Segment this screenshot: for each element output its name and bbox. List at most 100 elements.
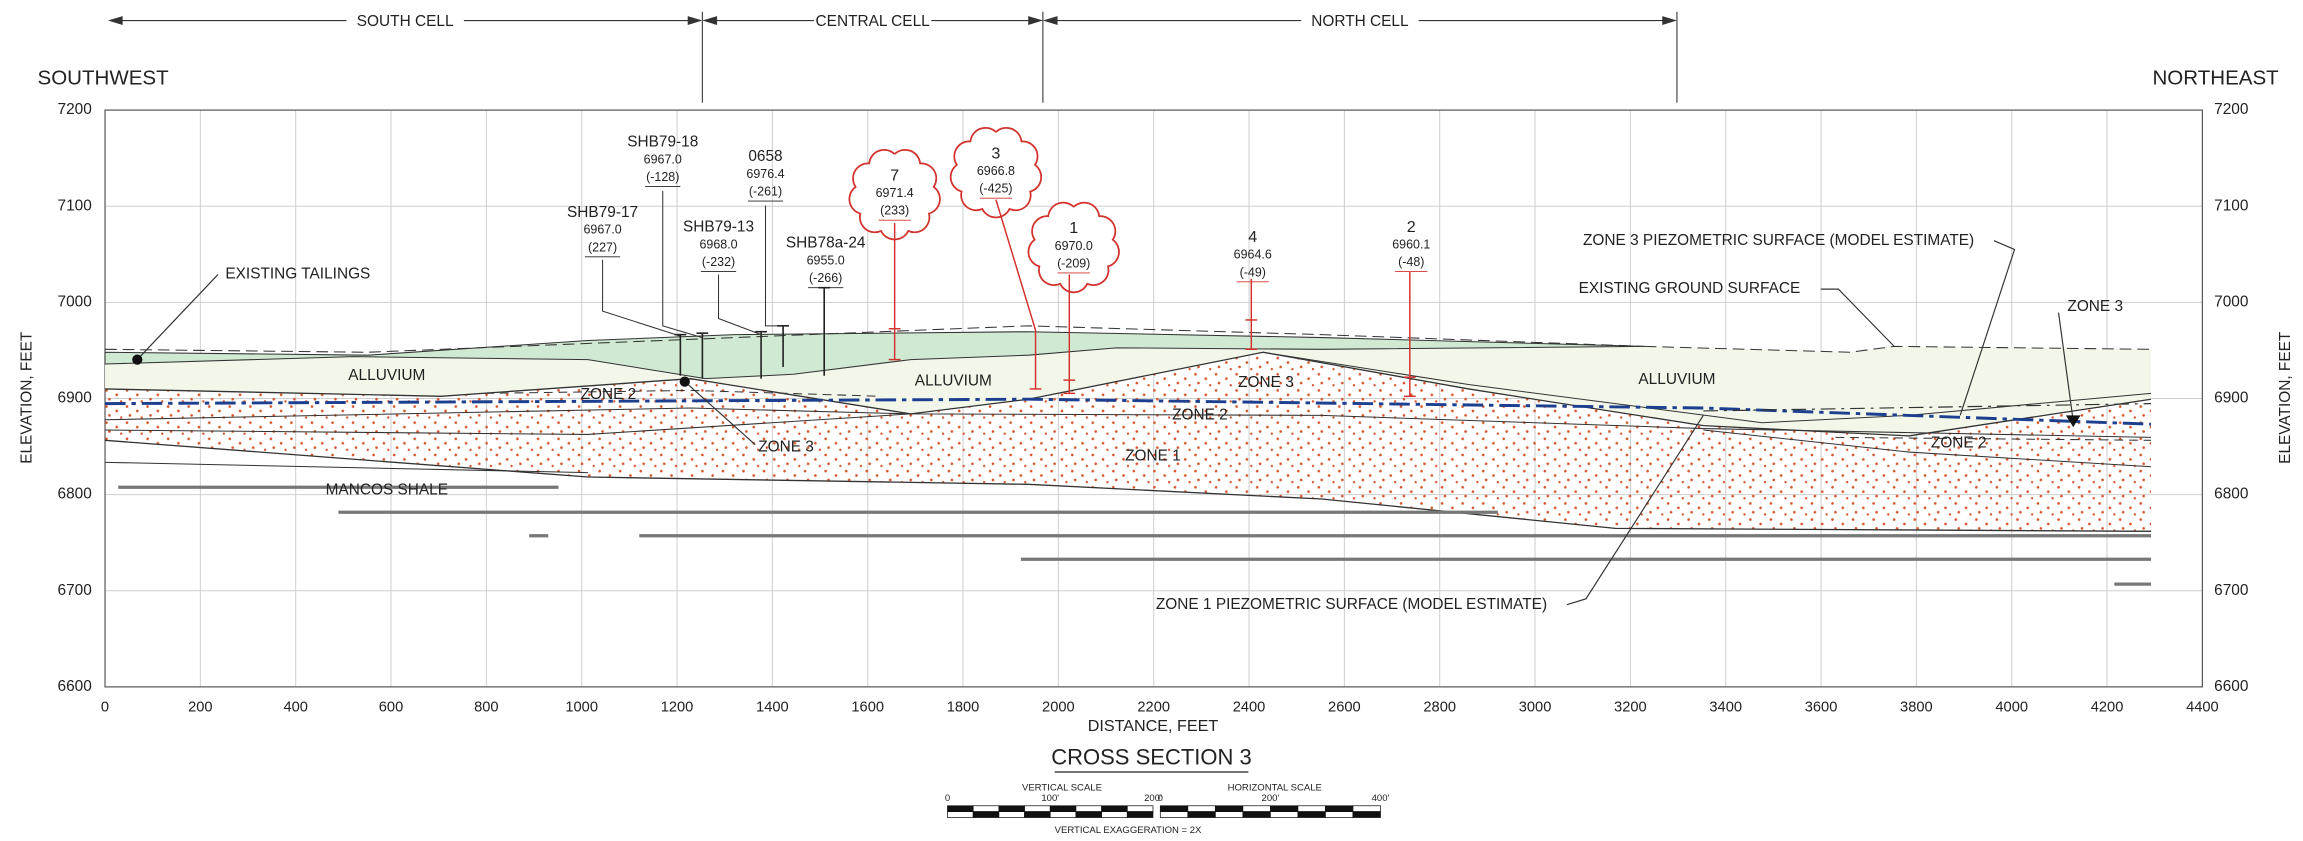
borehole-elevation: 6967.0 <box>644 152 682 166</box>
marker <box>132 354 142 364</box>
borehole-name: 0658 <box>748 148 782 165</box>
scale-segment <box>1025 806 1051 812</box>
cell-label: CENTRAL CELL <box>816 13 931 30</box>
borehole-elevation: 6976.4 <box>746 167 784 181</box>
scale-segment <box>1353 812 1381 818</box>
borehole-depth: (-232) <box>702 255 735 269</box>
leader <box>603 260 681 336</box>
x-tick-label: 400 <box>283 699 307 715</box>
annotation: ZONE 3 PIEZOMETRIC SURFACE (MODEL ESTIMA… <box>1583 232 1974 249</box>
borehole-name: SHB78a-24 <box>786 235 866 252</box>
scale-segment <box>1188 806 1216 812</box>
scale-tick: 100' <box>1041 793 1059 804</box>
scale-segment <box>1160 812 1188 818</box>
annotation: ZONE 3 <box>2067 298 2123 315</box>
y-tick-label: 6600 <box>2214 678 2248 695</box>
cross-section: 0200400600800100012001400160018002000220… <box>0 0 2303 841</box>
scale-segment <box>1160 806 1188 812</box>
scale-segment <box>1325 806 1353 812</box>
well-id: 3 <box>991 144 1000 162</box>
annotation: ALLUVIUM <box>348 367 425 384</box>
scale-tick: 200' <box>1262 793 1280 804</box>
scale-segment <box>973 806 999 812</box>
x-tick-label: 0 <box>101 699 109 715</box>
x-tick-label: 2400 <box>1233 699 1266 715</box>
annotation: MANCOS SHALE <box>326 481 448 498</box>
x-axis-title: DISTANCE, FEET <box>1088 717 1219 735</box>
scale-segment <box>1270 812 1298 818</box>
well-elevation: 6971.4 <box>876 186 914 200</box>
scale-segment <box>1215 806 1243 812</box>
scale-segment <box>947 806 973 812</box>
well-elevation: 6960.1 <box>1392 237 1430 251</box>
annotation: ZONE 3 <box>1238 374 1294 391</box>
scale-segment <box>973 812 999 818</box>
borehole-depth: (-266) <box>809 271 842 285</box>
scale-segment <box>947 812 973 818</box>
annotation: ZONE 2 <box>1172 406 1228 423</box>
x-tick-label: 4400 <box>2186 699 2219 715</box>
x-tick-label: 600 <box>379 699 403 715</box>
scale-title: VERTICAL SCALE <box>1022 783 1102 794</box>
well-id: 7 <box>890 166 899 184</box>
annotation: ZONE 2 <box>1931 434 1987 451</box>
annotation: ZONE 1 <box>1125 448 1181 465</box>
x-tick-label: 1200 <box>661 699 694 715</box>
annotation: ZONE 1 PIEZOMETRIC SURFACE (MODEL ESTIMA… <box>1156 596 1547 613</box>
y-tick-label: 7000 <box>58 293 92 310</box>
well-depth: (-209) <box>1057 256 1090 270</box>
x-tick-label: 2600 <box>1328 699 1361 715</box>
leader <box>719 274 762 334</box>
scale-segment <box>1243 806 1271 812</box>
page: { "header": {"cells": ["SOUTH CELL", "CE… <box>0 0 2303 841</box>
scale-segment <box>1102 812 1128 818</box>
annotation: ZONE 2 <box>581 386 637 403</box>
y-tick-label: 6800 <box>2214 486 2248 503</box>
scale-segment <box>1353 806 1381 812</box>
x-tick-label: 4200 <box>2091 699 2124 715</box>
borehole-name: SHB79-18 <box>627 133 698 150</box>
y-tick-label: 7100 <box>2214 197 2248 214</box>
borehole-depth: (-261) <box>749 185 782 199</box>
y-tick-label: 7100 <box>58 197 92 214</box>
y-tick-label: 7000 <box>2214 293 2248 310</box>
y-tick-label: 7200 <box>2214 101 2248 118</box>
cell-label: NORTH CELL <box>1311 13 1409 30</box>
well-id: 1 <box>1069 219 1078 237</box>
x-tick-label: 3400 <box>1709 699 1742 715</box>
annotation: ZONE 3 <box>758 439 814 456</box>
scale-segment <box>1127 806 1153 812</box>
y-tick-label: 7200 <box>58 101 92 118</box>
borehole-depth: (-128) <box>646 170 679 184</box>
scale-segment <box>1270 806 1298 812</box>
leader <box>137 274 218 359</box>
scale-segment <box>1215 812 1243 818</box>
x-tick-label: 3000 <box>1519 699 1552 715</box>
scale-tick: 0 <box>1158 793 1163 804</box>
y-axis-title: ELEVATION, FEET <box>2277 331 2294 464</box>
scale-segment <box>1050 812 1076 818</box>
borehole-elevation: 6968.0 <box>699 237 737 251</box>
scale-tick: 0 <box>945 793 950 804</box>
scale-segment <box>1127 812 1153 818</box>
leader <box>1821 289 1894 346</box>
exaggeration-note: VERTICAL EXAGGERATION = 2X <box>1055 825 1202 836</box>
scale-tick: 400' <box>1372 793 1390 804</box>
well-elevation: 6964.6 <box>1234 248 1272 262</box>
scale-segment <box>1243 812 1271 818</box>
annotation: EXISTING GROUND SURFACE <box>1579 280 1801 297</box>
annotation: ALLUVIUM <box>915 373 992 390</box>
scale-segment <box>1102 806 1128 812</box>
well-elevation: 6966.8 <box>977 164 1015 178</box>
x-tick-label: 2800 <box>1423 699 1456 715</box>
well-depth: (-49) <box>1240 265 1266 279</box>
leader <box>663 191 703 338</box>
scale-segment <box>1298 812 1326 818</box>
borehole-elevation: 6955.0 <box>807 254 845 268</box>
x-tick-label: 2000 <box>1042 699 1075 715</box>
well-id: 2 <box>1407 218 1416 236</box>
y-tick-label: 6900 <box>58 390 92 407</box>
well-depth: (-425) <box>979 182 1012 196</box>
direction-label: NORTHEAST <box>2152 67 2279 90</box>
scale-segment <box>1188 812 1216 818</box>
